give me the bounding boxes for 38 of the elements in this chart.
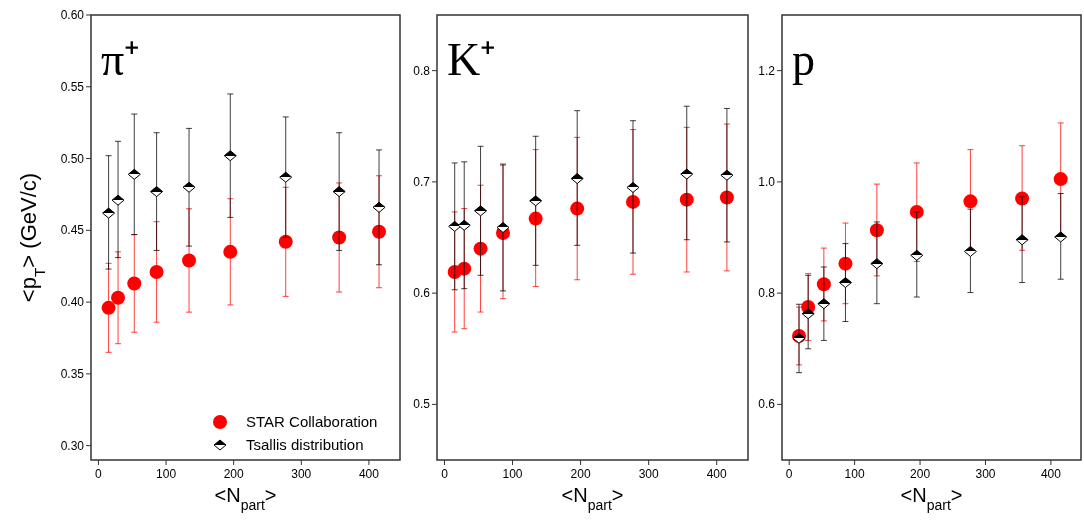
chart-title: π⁺	[101, 34, 141, 85]
y-tick-label: 0.35	[60, 366, 85, 381]
legend-label: Tsallis distribution	[246, 436, 364, 453]
y-tick-label: 0.5	[413, 397, 431, 412]
y-tick-label: 0.40	[60, 295, 85, 310]
x-tick-label: 200	[570, 467, 591, 481]
x-tick-label: 100	[502, 467, 523, 481]
x-tick-label: 400	[1040, 467, 1062, 481]
x-tick-label: 100	[156, 467, 177, 481]
x-tick-label: 0	[95, 467, 103, 481]
x-tick-label: 0	[785, 467, 793, 481]
legend-label: STAR Collaboration	[246, 413, 378, 430]
y-tick-label: 0.6	[413, 286, 431, 301]
x-tick-label: 200	[910, 467, 931, 481]
x-tick-label: 300	[975, 467, 996, 481]
y-tick-label: 1.0	[758, 174, 776, 189]
chart-title: p	[792, 34, 815, 85]
y-tick-label: 0.30	[60, 438, 85, 453]
y-tick-label: 0.50	[60, 151, 85, 166]
x-tick-label: 400	[358, 467, 380, 481]
x-tick-label: 200	[223, 467, 244, 481]
x-axis-title: <N$_{part}$>	[900, 484, 963, 513]
y-tick-label: 0.60	[60, 8, 85, 22]
x-tick-label: 300	[638, 467, 659, 481]
x-axis-title: <N$_{part}$>	[214, 484, 277, 513]
x-tick-label: 100	[844, 467, 865, 481]
y-tick-label: 0.55	[60, 79, 85, 94]
y-tick-label: 1.2	[758, 63, 776, 78]
x-axis-title: <N$_{part}$>	[561, 484, 624, 513]
x-tick-label: 300	[291, 467, 312, 481]
x-tick-label: 0	[441, 467, 449, 481]
x-tick-label: 400	[706, 467, 728, 481]
y-tick-label: 0.6	[758, 397, 776, 412]
chart-title: K⁺	[447, 34, 497, 85]
y-tick-label: 0.8	[413, 63, 431, 78]
y-tick-label: 0.45	[60, 223, 85, 238]
y-tick-label: 0.7	[413, 174, 431, 189]
y-tick-label: 0.8	[758, 286, 776, 301]
